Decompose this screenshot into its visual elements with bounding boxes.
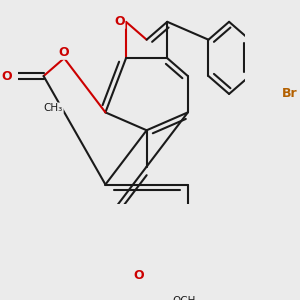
Text: OCH₃: OCH₃ bbox=[172, 296, 200, 300]
Text: O: O bbox=[2, 70, 12, 83]
Text: O: O bbox=[134, 268, 144, 282]
Text: O: O bbox=[114, 15, 125, 28]
Text: CH₃: CH₃ bbox=[44, 103, 63, 113]
Text: Br: Br bbox=[282, 87, 298, 101]
Text: O: O bbox=[58, 46, 69, 59]
